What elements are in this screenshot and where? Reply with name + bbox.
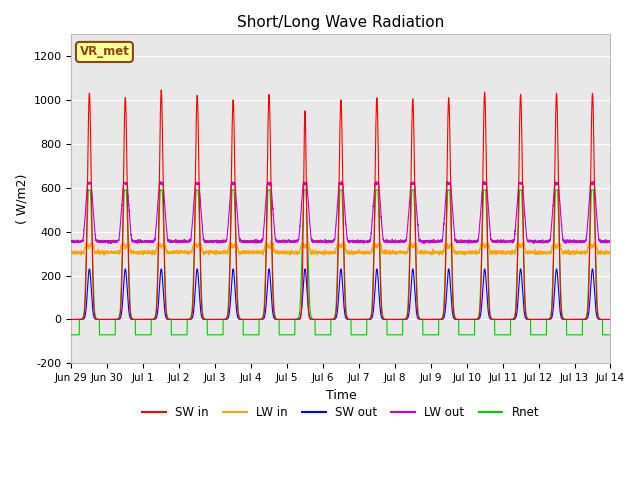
Y-axis label: ( W/m2): ( W/m2) — [15, 173, 28, 224]
Text: VR_met: VR_met — [79, 46, 129, 59]
X-axis label: Time: Time — [326, 389, 356, 402]
Legend: SW in, LW in, SW out, LW out, Rnet: SW in, LW in, SW out, LW out, Rnet — [138, 401, 544, 423]
Title: Short/Long Wave Radiation: Short/Long Wave Radiation — [237, 15, 445, 30]
